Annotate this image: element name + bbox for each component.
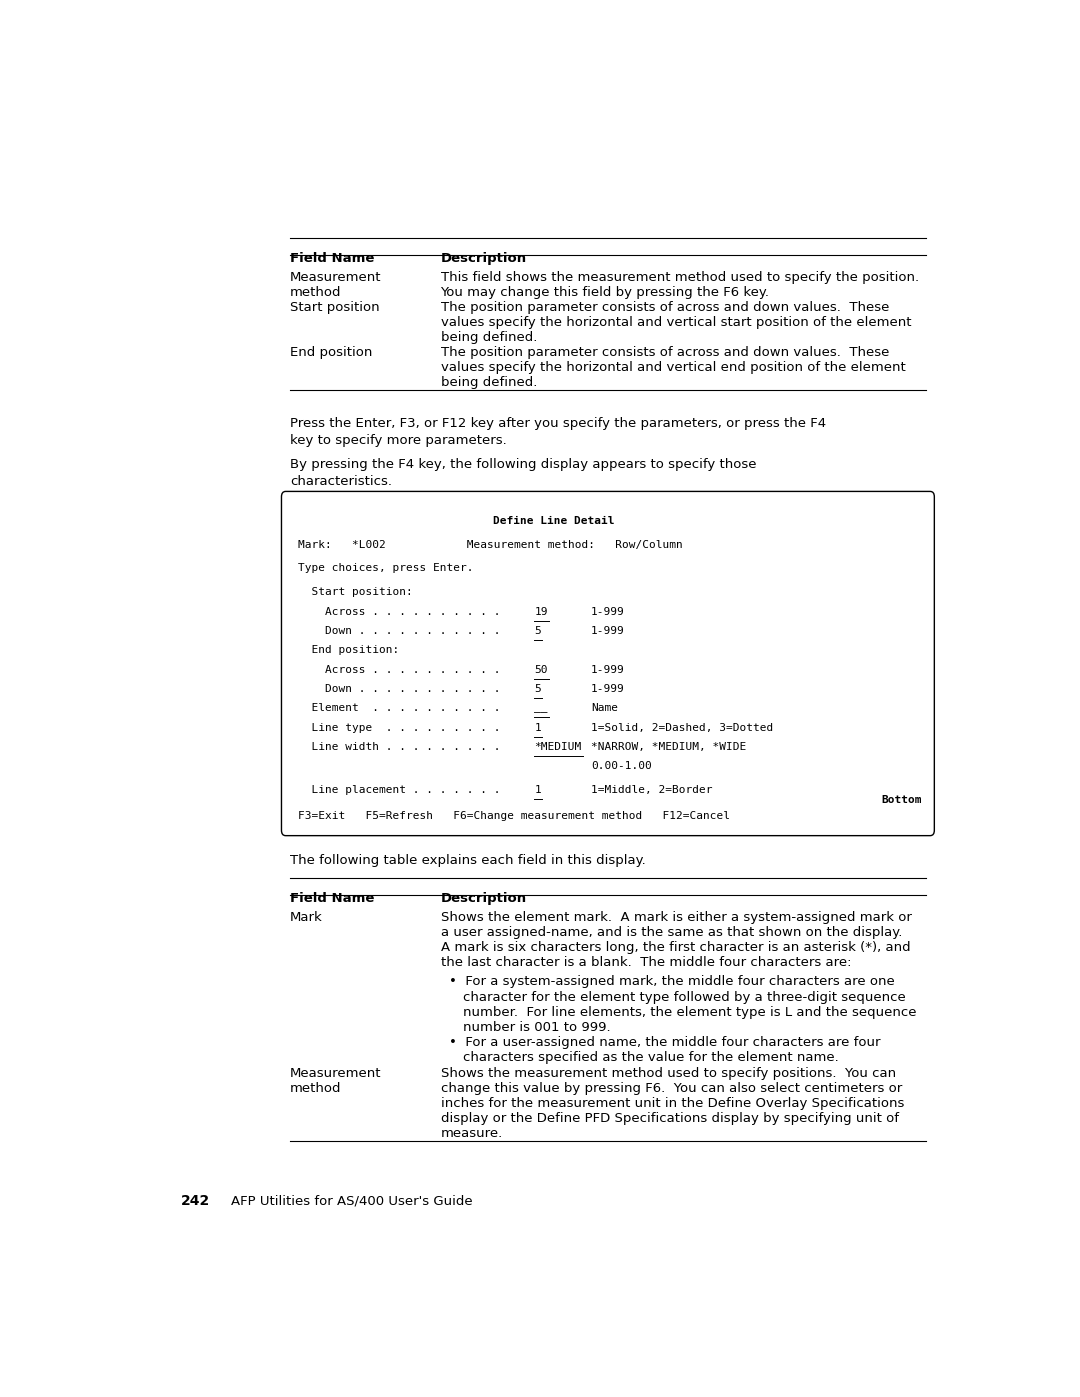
Text: 1-999: 1-999 <box>591 685 625 694</box>
Text: Mark: Mark <box>289 911 323 923</box>
Text: Bottom: Bottom <box>881 795 922 805</box>
Text: Line placement . . . . . . .: Line placement . . . . . . . <box>298 785 521 795</box>
Text: End position: End position <box>289 346 373 359</box>
Text: AFP Utilities for AS/400 User's Guide: AFP Utilities for AS/400 User's Guide <box>231 1194 473 1208</box>
Text: 0.00-1.00: 0.00-1.00 <box>591 761 652 771</box>
Text: Define Line Detail: Define Line Detail <box>492 515 615 527</box>
Text: The position parameter consists of across and down values.  These: The position parameter consists of acros… <box>441 346 889 359</box>
Text: values specify the horizontal and vertical end position of the element: values specify the horizontal and vertic… <box>441 362 905 374</box>
Text: End position:: End position: <box>298 645 400 655</box>
Text: Mark:   *L002            Measurement method:   Row/Column: Mark: *L002 Measurement method: Row/Colu… <box>298 539 683 550</box>
Text: Description: Description <box>441 251 527 264</box>
Text: the last character is a blank.  The middle four characters are:: the last character is a blank. The middl… <box>441 956 851 970</box>
Text: being defined.: being defined. <box>441 376 537 390</box>
Text: values specify the horizontal and vertical start position of the element: values specify the horizontal and vertic… <box>441 316 912 330</box>
Text: Line type  . . . . . . . . .: Line type . . . . . . . . . <box>298 722 521 732</box>
Text: 1-999: 1-999 <box>591 665 625 675</box>
Text: 1=Middle, 2=Border: 1=Middle, 2=Border <box>591 785 713 795</box>
Text: Press the Enter, F3, or F12 key after you specify the parameters, or press the F: Press the Enter, F3, or F12 key after yo… <box>289 418 826 430</box>
Text: number is 001 to 999.: number is 001 to 999. <box>463 1021 610 1034</box>
Text: character for the element type followed by a three-digit sequence: character for the element type followed … <box>463 990 906 1003</box>
Text: A mark is six characters long, the first character is an asterisk (*), and: A mark is six characters long, the first… <box>441 942 910 954</box>
Text: inches for the measurement unit in the Define Overlay Specifications: inches for the measurement unit in the D… <box>441 1097 904 1111</box>
FancyBboxPatch shape <box>282 492 934 835</box>
Text: change this value by pressing F6.  You can also select centimeters or: change this value by pressing F6. You ca… <box>441 1083 902 1095</box>
Text: *MEDIUM: *MEDIUM <box>535 742 581 752</box>
Text: 1-999: 1-999 <box>591 626 625 636</box>
Text: 1: 1 <box>535 722 541 732</box>
Text: Field Name: Field Name <box>289 251 375 264</box>
Text: Description: Description <box>441 891 527 905</box>
Text: 242: 242 <box>181 1194 211 1208</box>
Text: display or the Define PFD Specifications display by specifying unit of: display or the Define PFD Specifications… <box>441 1112 899 1125</box>
Text: Element  . . . . . . . . . .: Element . . . . . . . . . . <box>298 703 521 714</box>
Text: Across . . . . . . . . . .: Across . . . . . . . . . . <box>298 665 521 675</box>
Text: F3=Exit   F5=Refresh   F6=Change measurement method   F12=Cancel: F3=Exit F5=Refresh F6=Change measurement… <box>298 810 730 821</box>
Text: __: __ <box>535 703 548 714</box>
Text: a user assigned-name, and is the same as that shown on the display.: a user assigned-name, and is the same as… <box>441 926 902 939</box>
Text: *NARROW, *MEDIUM, *WIDE: *NARROW, *MEDIUM, *WIDE <box>591 742 746 752</box>
Text: number.  For line elements, the element type is L and the sequence: number. For line elements, the element t… <box>463 1006 917 1018</box>
Text: key to specify more parameters.: key to specify more parameters. <box>289 434 507 447</box>
Text: Measurement: Measurement <box>289 271 381 284</box>
Text: being defined.: being defined. <box>441 331 537 344</box>
Text: This field shows the measurement method used to specify the position.: This field shows the measurement method … <box>441 271 919 284</box>
Text: Shows the measurement method used to specify positions.  You can: Shows the measurement method used to spe… <box>441 1067 895 1080</box>
Text: Type choices, press Enter.: Type choices, press Enter. <box>298 563 474 574</box>
Text: 1: 1 <box>535 785 541 795</box>
Text: The position parameter consists of across and down values.  These: The position parameter consists of acros… <box>441 300 889 314</box>
Text: characteristics.: characteristics. <box>289 475 392 489</box>
Text: method: method <box>289 286 341 299</box>
Text: measure.: measure. <box>441 1127 503 1140</box>
Text: Shows the element mark.  A mark is either a system-assigned mark or: Shows the element mark. A mark is either… <box>441 911 912 923</box>
Text: Start position: Start position <box>289 300 379 314</box>
Text: •  For a user-assigned name, the middle four characters are four: • For a user-assigned name, the middle f… <box>449 1035 880 1049</box>
Text: Down . . . . . . . . . . .: Down . . . . . . . . . . . <box>298 626 521 636</box>
Text: 50: 50 <box>535 665 548 675</box>
Text: •  For a system-assigned mark, the middle four characters are one: • For a system-assigned mark, the middle… <box>449 975 894 989</box>
Text: Measurement: Measurement <box>289 1067 381 1080</box>
Text: Field Name: Field Name <box>289 891 375 905</box>
Text: By pressing the F4 key, the following display appears to specify those: By pressing the F4 key, the following di… <box>289 458 756 471</box>
Text: 1-999: 1-999 <box>591 606 625 616</box>
Text: Name: Name <box>591 703 618 714</box>
Text: method: method <box>289 1083 341 1095</box>
Text: Down . . . . . . . . . . .: Down . . . . . . . . . . . <box>298 685 521 694</box>
Text: 1=Solid, 2=Dashed, 3=Dotted: 1=Solid, 2=Dashed, 3=Dotted <box>591 722 773 732</box>
Text: 19: 19 <box>535 606 548 616</box>
Text: 5: 5 <box>535 626 541 636</box>
Text: 5: 5 <box>535 685 541 694</box>
Text: characters specified as the value for the element name.: characters specified as the value for th… <box>463 1051 839 1063</box>
Text: Across . . . . . . . . . .: Across . . . . . . . . . . <box>298 606 521 616</box>
Text: Start position:: Start position: <box>298 587 413 597</box>
Text: The following table explains each field in this display.: The following table explains each field … <box>289 854 646 868</box>
Text: You may change this field by pressing the F6 key.: You may change this field by pressing th… <box>441 286 770 299</box>
Text: Line width . . . . . . . . .: Line width . . . . . . . . . <box>298 742 521 752</box>
